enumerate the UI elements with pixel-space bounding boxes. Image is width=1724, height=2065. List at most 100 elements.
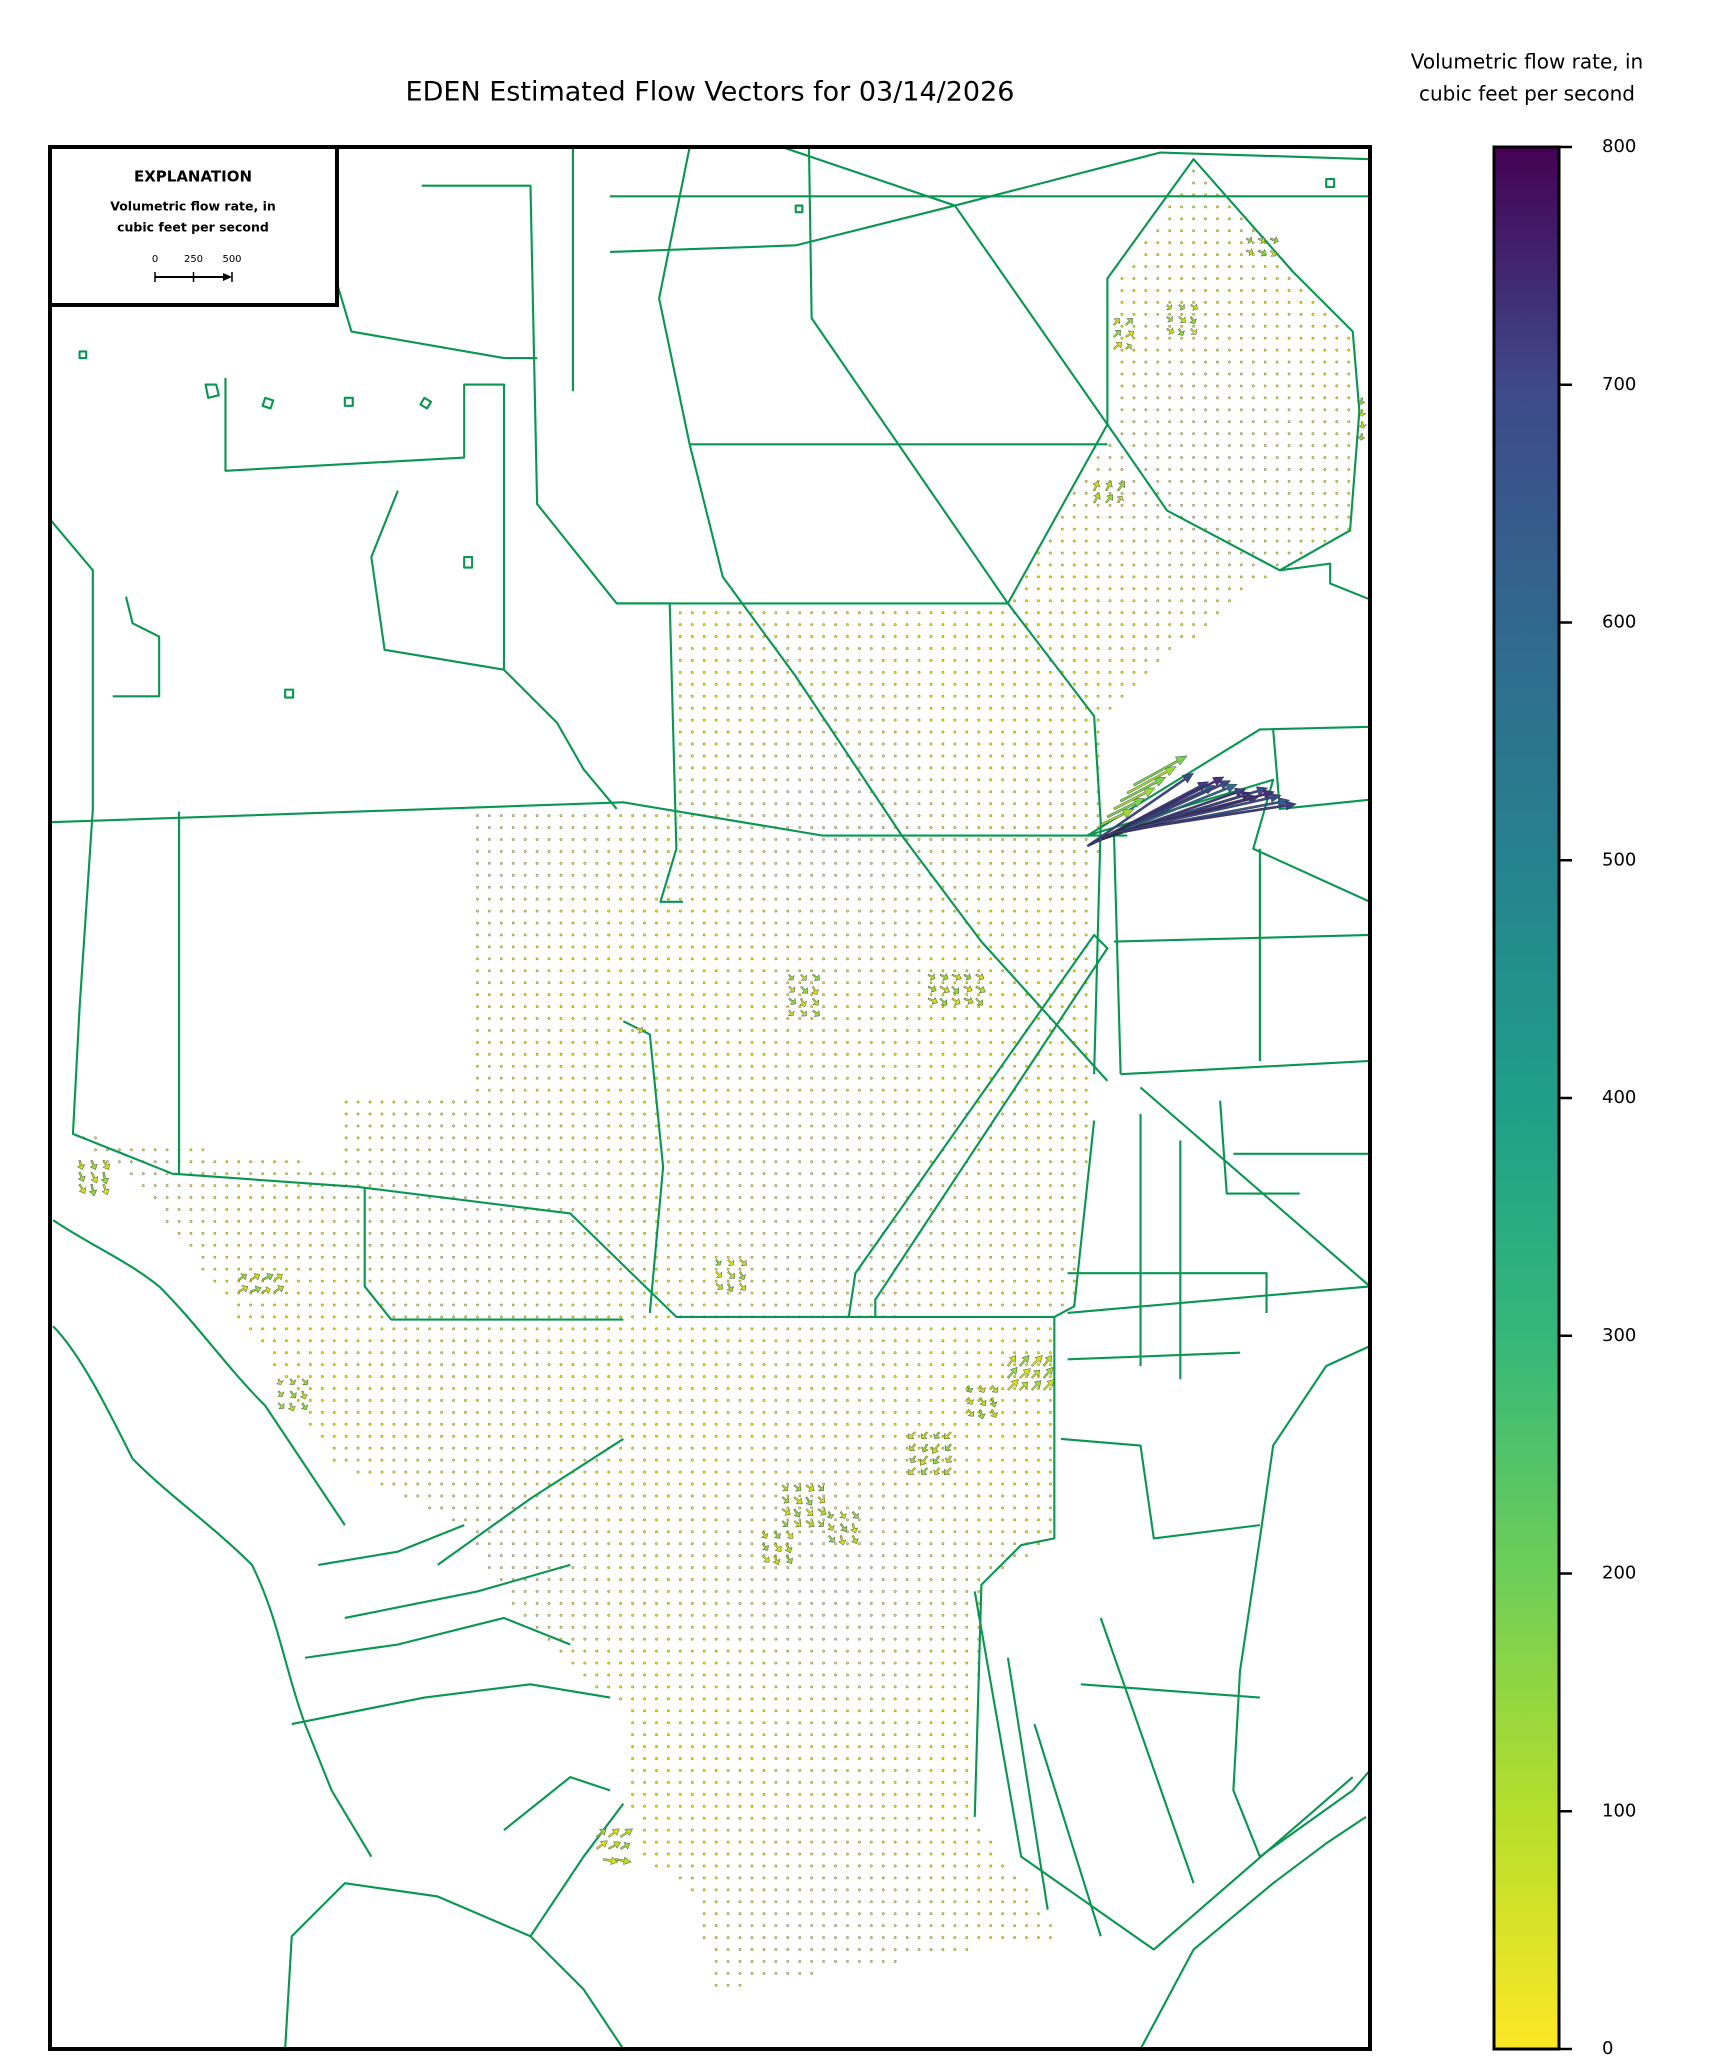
flow-vector xyxy=(817,1496,826,1504)
flow-vector xyxy=(300,1402,309,1410)
flow-vector xyxy=(785,1530,794,1539)
flow-vector xyxy=(1042,1355,1052,1367)
flow-vector xyxy=(989,1397,998,1408)
colorbar-tick-label: 100 xyxy=(1602,1800,1636,1821)
flow-vector xyxy=(1030,1380,1042,1391)
river xyxy=(291,1438,625,1937)
flow-vector xyxy=(1126,766,1177,795)
flow-vector xyxy=(944,1443,952,1452)
flow-vector xyxy=(761,1542,769,1551)
flow-vector xyxy=(1189,316,1197,324)
flow-vector xyxy=(975,985,986,994)
flow-vector xyxy=(89,1159,98,1170)
canal xyxy=(1086,725,1370,837)
canal xyxy=(363,1186,624,1321)
flow-vector xyxy=(805,1520,815,1528)
flow-vector xyxy=(237,1273,247,1281)
grid-points xyxy=(82,169,1351,1987)
flow-vector xyxy=(249,1273,261,1281)
canal xyxy=(1279,562,1370,601)
flow-vector xyxy=(1246,248,1254,257)
flow-vector xyxy=(1007,1378,1019,1391)
flow-vector xyxy=(1018,1355,1030,1367)
canal xyxy=(1006,1617,1260,1937)
grid-point xyxy=(82,169,1351,1987)
flow-vector xyxy=(839,1511,847,1519)
flow-vector xyxy=(800,973,807,981)
canal xyxy=(954,151,1370,207)
canal xyxy=(1106,158,1361,572)
flow-vector xyxy=(78,1183,87,1194)
canal xyxy=(1067,1272,1268,1313)
flow-vector xyxy=(945,1455,953,1464)
flow-vector xyxy=(920,1455,928,1466)
flow-vector xyxy=(932,1443,940,1454)
flow-vector xyxy=(738,1271,746,1281)
flow-vector xyxy=(277,1390,285,1397)
flow-vectors xyxy=(76,236,1367,1865)
flow-vector xyxy=(850,1523,859,1534)
canal xyxy=(807,147,1102,1075)
flow-vector xyxy=(1106,798,1145,819)
scale-head xyxy=(223,273,232,281)
flow-vector xyxy=(1113,787,1156,811)
flow-vector xyxy=(773,1542,782,1552)
flow-vector xyxy=(773,1530,781,1539)
canal xyxy=(1112,835,1122,1075)
flow-vector xyxy=(851,1511,859,1519)
flow-vector xyxy=(800,985,808,994)
flow-vector xyxy=(781,1508,791,1516)
flow-vector xyxy=(793,1520,802,1528)
colorbar-tick-label: 700 xyxy=(1602,374,1636,395)
colorbar-label: Volumetric flow rate, in xyxy=(1411,50,1643,74)
flow-vector xyxy=(812,1009,820,1017)
flow-vector xyxy=(920,1467,928,1475)
flow-vector xyxy=(963,984,973,993)
flow-vector xyxy=(262,1286,271,1295)
flow-vector xyxy=(1166,327,1174,335)
flow-vector xyxy=(1357,397,1366,405)
explanation-label: cubic feet per second xyxy=(117,220,269,235)
coast xyxy=(1232,1345,1370,1858)
flow-vector xyxy=(261,1273,274,1281)
flow-vector xyxy=(88,1183,97,1197)
flow-vector xyxy=(603,1856,619,1865)
canal xyxy=(847,933,1109,1318)
flow-vector xyxy=(607,1828,620,1838)
flow-vector xyxy=(635,1026,644,1034)
flow-vector xyxy=(1092,481,1101,492)
flow-vector xyxy=(805,1484,815,1492)
flow-vector xyxy=(788,985,795,993)
flow-vector xyxy=(1086,772,1194,848)
colorbar-tick-label: 500 xyxy=(1602,849,1636,870)
flow-vector xyxy=(1113,341,1123,350)
flow-vector xyxy=(805,1496,813,1506)
colorbar-tick-label: 300 xyxy=(1602,1325,1636,1346)
flow-vector xyxy=(787,973,795,981)
flow-vector xyxy=(1105,494,1113,504)
flow-vector xyxy=(714,1259,722,1266)
flow-vector xyxy=(978,1385,986,1393)
flow-vector xyxy=(77,1171,86,1182)
colorbar-axis: 0 100 200 300 400 500 600 700 800 xyxy=(1559,136,1636,2059)
flow-vector xyxy=(250,1285,262,1294)
flow-vector xyxy=(921,1443,929,1453)
flow-vector xyxy=(975,973,985,981)
flow-vector xyxy=(781,1520,789,1527)
map-title: EDEN Estimated Flow Vectors for 03/14/20… xyxy=(406,77,1015,108)
flow-vector xyxy=(826,1511,835,1519)
flow-vector xyxy=(1166,315,1173,323)
flow-vector xyxy=(977,1409,986,1420)
flow-vector xyxy=(965,1385,974,1393)
flow-vector xyxy=(944,1467,952,1475)
flow-vector xyxy=(1133,755,1188,787)
flow-vector xyxy=(963,973,972,981)
canal xyxy=(112,596,161,698)
canals xyxy=(50,147,1370,2049)
flow-vector xyxy=(951,985,960,994)
island xyxy=(78,177,1336,699)
flow-vector xyxy=(726,1283,734,1292)
flow-vector xyxy=(1125,343,1132,351)
flow-vector xyxy=(933,1431,941,1440)
flow-vector xyxy=(944,1431,952,1440)
